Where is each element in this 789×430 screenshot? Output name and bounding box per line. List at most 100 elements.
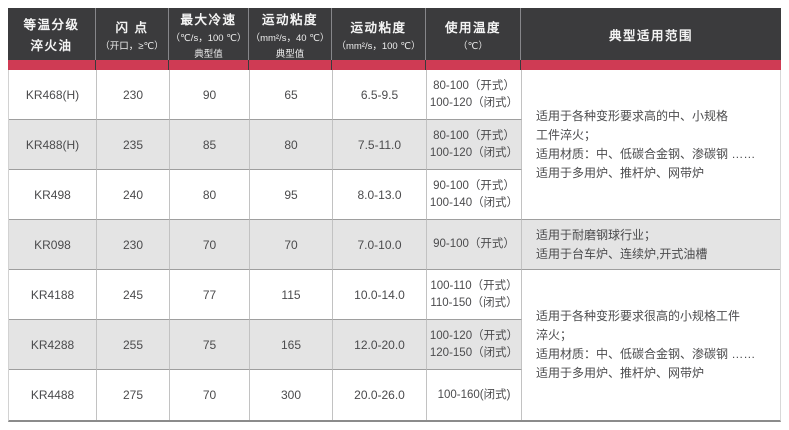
product-name-cell: KR4288 [9,320,97,370]
header-typical-value-text: 典型值 [275,48,305,60]
use-temperature-cell: 100-120（开式） 120-150（闭式） [427,320,522,370]
viscosity-40-cell: 80 [250,120,333,170]
temp-closed-range: 100-140（闭式） [429,196,519,209]
application-line: 适用于各种变形要求高的中、小规格 [536,108,729,123]
viscosity-100-cell: 7.0-10.0 [333,220,427,270]
stripe-segment [332,60,426,70]
product-name-cell: KR498 [9,170,97,220]
use-temperature-cell: 90-100（开式） 100-140（闭式） [427,170,522,220]
viscosity-100-cell: 20.0-26.0 [333,370,427,420]
header-text: 典型适用范围 [608,28,693,43]
cooling-rate-cell: 70 [170,370,250,420]
use-temperature-cell: 80-100（开式） 100-120（闭式） [427,70,522,120]
header-text: 闪 点 [115,20,149,35]
header-text: 运动粘度 [261,12,318,27]
application-line: 工件淬火； [536,127,597,142]
application-cell-group3: 适用于各种变形要求很高的小规格工件 淬火； 适用材质：中、低碳合金钢、渗碳钢 …… [522,270,780,420]
use-temperature-cell: 100-110（开式） 110-150（闭式） [427,270,522,320]
application-line: 适用材质：中、低碳合金钢、渗碳钢 …… [536,146,756,161]
product-name-cell: KR4488 [9,370,97,420]
flash-point-cell: 235 [97,120,170,170]
stripe-segment [96,60,169,70]
header-use-temperature-column: 使用温度 （℃） [426,8,521,60]
temp-closed-range: 110-150（闭式） [430,296,518,309]
product-name-cell: KR468(H) [9,70,97,120]
stripe-segment [169,60,249,70]
viscosity-100-cell: 12.0-20.0 [333,320,427,370]
stripe-segment [521,60,781,70]
viscosity-40-cell: 300 [250,370,333,420]
viscosity-100-cell: 6.5-9.5 [333,70,427,120]
application-line: 淬火； [536,328,573,342]
header-text: 淬火油 [30,39,73,53]
application-cell-group2: 适用于耐磨钢球行业； 适用于台车炉、连续炉,开式油槽 [522,220,780,270]
flash-point-cell: 245 [97,270,170,320]
viscosity-100-cell: 7.5-11.0 [333,120,427,170]
header-text: 等温分级 [23,18,80,32]
temp-open-range: 80-100（开式） [433,129,515,142]
header-flash-point-column: 闪 点 （开口，≥℃） [96,8,169,60]
temp-open-range: 100-110（开式） [430,279,518,292]
temp-open-range: 90-100（开式） [433,238,515,250]
header-product-column: 等温分级 淬火油 [8,8,96,60]
header-unit-text: （开口，≥℃） [100,40,164,52]
header-unit-text: （℃） [458,40,488,52]
table-header-row: 等温分级 淬火油 闪 点 （开口，≥℃） 最大冷速 （℃/s，100 ℃） 典型… [8,8,781,60]
viscosity-40-cell: 165 [250,320,333,370]
header-viscosity-100-column: 运动粘度 （mm²/s，100 ℃） [332,8,426,60]
application-line: 适用于台车炉、连续炉,开式油槽 [536,246,708,261]
viscosity-40-cell: 65 [250,70,333,120]
application-line: 适用于各种变形要求很高的小规格工件 [536,309,741,323]
header-unit-text: （mm²/s，40 ℃） [250,32,330,44]
header-text: 运动粘度 [350,20,407,35]
application-line: 适用于多用炉、推杆炉、网带炉 [536,366,705,380]
use-temperature-cell: 90-100（开式） [427,220,522,270]
cooling-rate-cell: 80 [170,170,250,220]
temp-open-range: 100-120（开式） [429,329,519,342]
temp-closed-range: 120-150（闭式） [429,346,519,359]
table-body: KR468(H) 230 90 65 6.5-9.5 80-100（开式） 10… [8,70,781,422]
header-text: 使用温度 [444,20,501,35]
product-name-cell: KR4188 [9,270,97,320]
quench-oil-spec-table: 等温分级 淬火油 闪 点 （开口，≥℃） 最大冷速 （℃/s，100 ℃） 典型… [8,8,781,422]
flash-point-cell: 230 [97,220,170,270]
cooling-rate-cell: 85 [170,120,250,170]
temp-open-range: 90-100（开式） [433,179,515,192]
header-application-column: 典型适用范围 [521,8,781,60]
product-name-cell: KR098 [9,220,97,270]
application-line: 适用于多用炉、推杆炉、网带炉 [536,165,705,180]
viscosity-100-cell: 8.0-13.0 [333,170,427,220]
application-line: 适用材质：中、低碳合金钢、渗碳钢 …… [536,347,756,361]
viscosity-40-cell: 70 [250,220,333,270]
application-cell-group1: 适用于各种变形要求高的中、小规格 工件淬火； 适用材质：中、低碳合金钢、渗碳钢 … [522,70,780,220]
application-line: 适用于耐磨钢球行业； [536,227,657,242]
viscosity-40-cell: 95 [250,170,333,220]
viscosity-100-cell: 10.0-14.0 [333,270,427,320]
stripe-segment [249,60,332,70]
header-typical-value-text: 典型值 [194,48,223,60]
header-viscosity-40-column: 运动粘度 （mm²/s，40 ℃） 典型值 [249,8,332,60]
stripe-segment [426,60,521,70]
temp-closed-range: 100-120（闭式） [429,146,519,159]
temp-closed-range: 100-120（闭式） [429,96,519,109]
header-text: 最大冷速 [180,12,237,27]
header-unit-text: （℃/s，100 ℃） [170,32,247,44]
temp-closed-range: 100-160(闭式) [437,388,511,401]
flash-point-cell: 230 [97,70,170,120]
cooling-rate-cell: 77 [170,270,250,320]
cooling-rate-cell: 70 [170,220,250,270]
header-unit-text: （mm²/s，100 ℃） [336,40,421,52]
cooling-rate-cell: 75 [170,320,250,370]
use-temperature-cell: 100-160(闭式) [427,370,522,420]
flash-point-cell: 275 [97,370,170,420]
flash-point-cell: 255 [97,320,170,370]
accent-stripe [8,60,781,70]
cooling-rate-cell: 90 [170,70,250,120]
product-name-cell: KR488(H) [9,120,97,170]
header-max-cooling-rate-column: 最大冷速 （℃/s，100 ℃） 典型值 [169,8,249,60]
viscosity-40-cell: 115 [250,270,333,320]
flash-point-cell: 240 [97,170,170,220]
temp-open-range: 80-100（开式） [433,79,515,92]
stripe-segment [8,60,96,70]
